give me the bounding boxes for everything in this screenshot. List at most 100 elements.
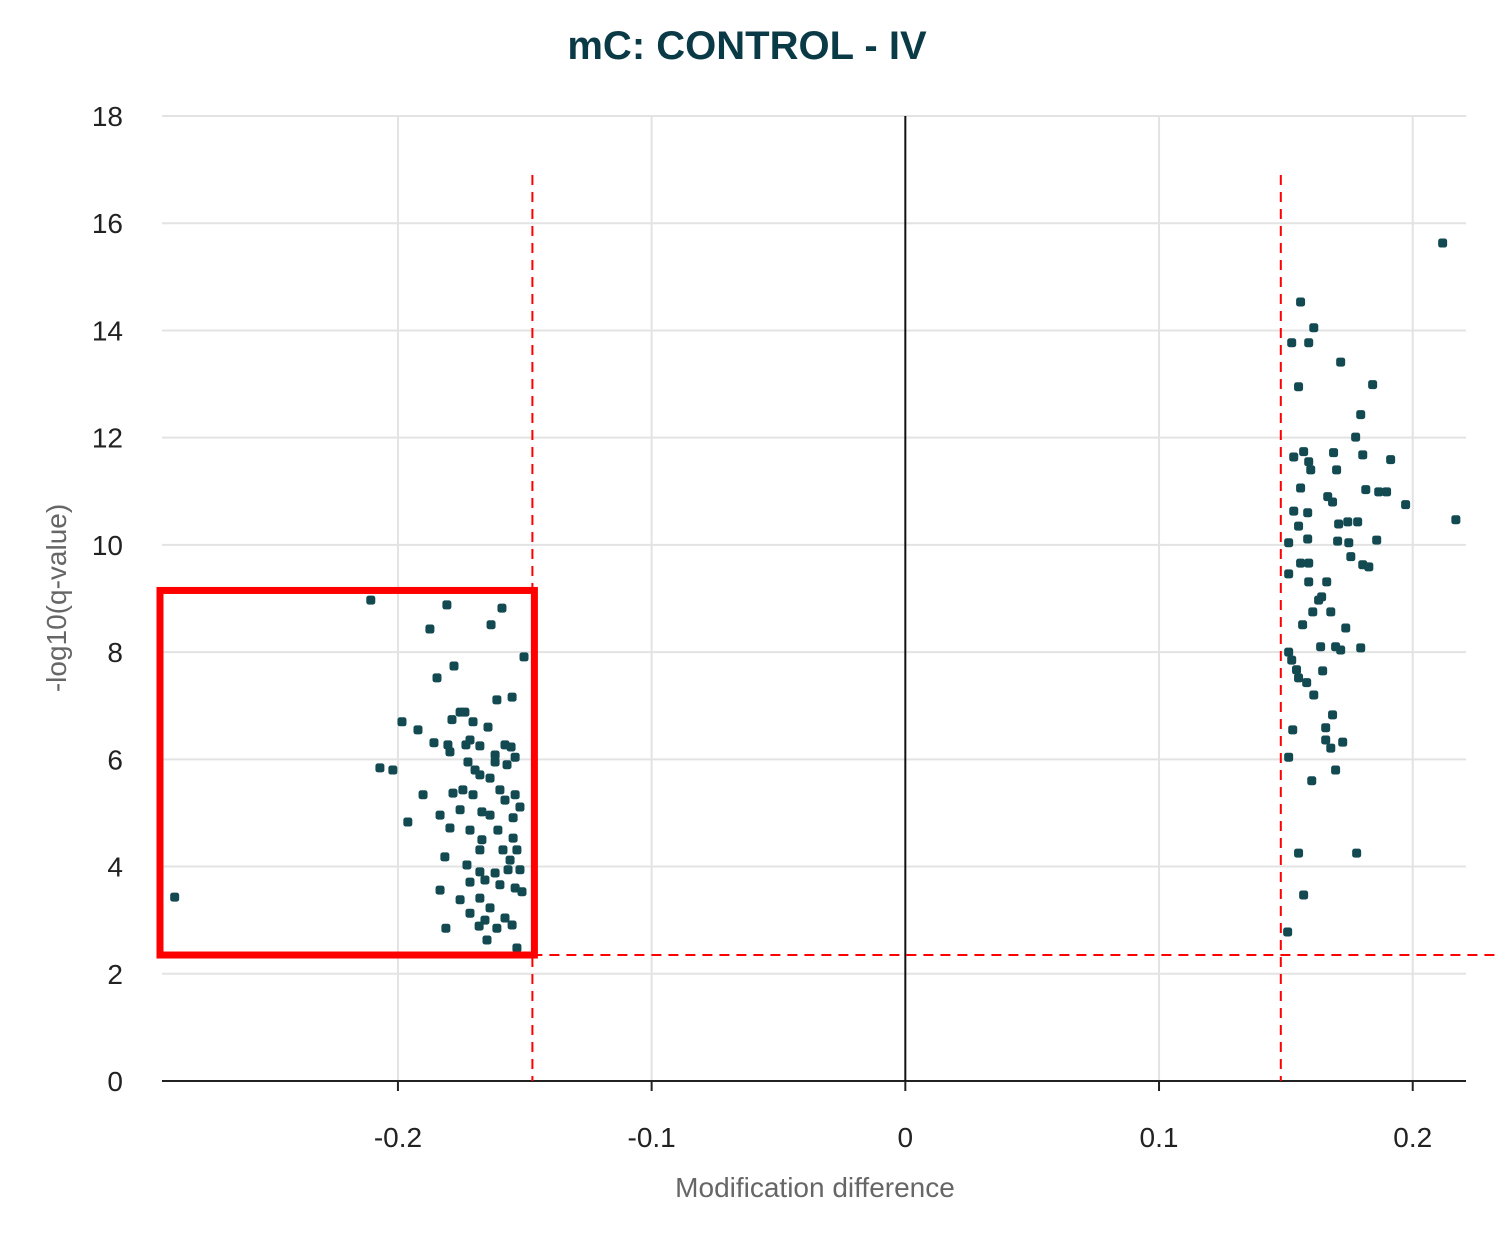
data-point xyxy=(492,695,502,705)
data-point xyxy=(448,788,458,798)
data-point xyxy=(366,595,376,605)
data-point xyxy=(418,790,428,800)
data-point xyxy=(1289,452,1299,462)
data-point xyxy=(388,765,398,775)
chart-title: mC: CONTROL - IV xyxy=(567,24,927,68)
x-tick-label: 0 xyxy=(898,1122,914,1153)
y-tick-label: 4 xyxy=(107,852,123,883)
x-tick-labels: -0.2 -0.1 0 0.1 0.2 xyxy=(374,1122,1432,1153)
data-point xyxy=(435,810,445,820)
data-point xyxy=(505,855,515,865)
data-point xyxy=(1332,465,1342,475)
data-point xyxy=(1296,483,1306,493)
data-point xyxy=(510,752,520,762)
data-point xyxy=(435,885,445,895)
data-point xyxy=(510,883,520,893)
data-point xyxy=(458,785,468,795)
data-point xyxy=(482,935,492,945)
data-point xyxy=(1302,678,1312,688)
data-point xyxy=(1294,521,1304,531)
data-point xyxy=(403,817,413,827)
data-point xyxy=(1296,558,1306,568)
data-point xyxy=(497,603,507,613)
data-point xyxy=(1287,338,1297,348)
data-point xyxy=(506,742,516,752)
data-point xyxy=(1304,338,1314,348)
data-point xyxy=(1321,723,1331,733)
data-point xyxy=(1328,710,1338,720)
x-tick-label: -0.1 xyxy=(628,1122,676,1153)
data-point xyxy=(1289,506,1299,516)
data-point xyxy=(1321,735,1331,745)
data-point xyxy=(1308,607,1318,617)
data-point xyxy=(512,845,522,855)
data-point xyxy=(1356,410,1366,420)
data-point xyxy=(432,673,442,683)
data-point xyxy=(445,747,455,757)
data-point xyxy=(490,868,500,878)
y-tick-label: 6 xyxy=(107,744,123,775)
data-point xyxy=(1309,690,1319,700)
data-point xyxy=(462,860,472,870)
data-point xyxy=(515,865,525,875)
data-point xyxy=(375,763,385,773)
data-point xyxy=(1346,552,1356,562)
data-point xyxy=(1334,519,1344,529)
data-point xyxy=(1351,432,1361,442)
data-point xyxy=(429,738,439,748)
axes xyxy=(162,116,1466,1091)
data-point xyxy=(515,802,525,812)
data-point xyxy=(1296,297,1306,307)
data-point xyxy=(507,920,517,930)
data-point xyxy=(498,845,508,855)
data-point xyxy=(440,852,450,862)
data-point xyxy=(1326,743,1336,753)
data-point xyxy=(455,895,465,905)
data-point xyxy=(510,790,520,800)
data-point xyxy=(1333,536,1343,546)
data-point xyxy=(477,835,487,845)
y-tick-label: 18 xyxy=(92,101,123,132)
data-point xyxy=(1304,577,1314,587)
data-point xyxy=(1298,620,1308,630)
data-point xyxy=(475,893,485,903)
data-point xyxy=(1294,382,1304,392)
data-point xyxy=(1401,500,1411,510)
data-point xyxy=(475,770,485,780)
data-point xyxy=(508,813,518,823)
data-point xyxy=(502,760,512,770)
data-point xyxy=(1287,655,1297,665)
highlight-box xyxy=(156,586,538,959)
data-point xyxy=(512,943,522,953)
data-point xyxy=(465,825,475,835)
data-point xyxy=(507,692,517,702)
y-tick-label: 0 xyxy=(107,1066,123,1097)
data-point xyxy=(1299,447,1309,457)
threshold-lines xyxy=(531,174,1496,1081)
data-point xyxy=(475,867,485,877)
x-axis-label: Modification difference xyxy=(675,1172,955,1203)
x-tick-label: -0.2 xyxy=(374,1122,422,1153)
data-point xyxy=(1331,765,1341,775)
data-point xyxy=(492,923,502,933)
data-point xyxy=(500,795,510,805)
data-point xyxy=(1284,538,1294,548)
y-tick-label: 10 xyxy=(92,530,123,561)
data-point xyxy=(1288,725,1298,735)
data-point xyxy=(1307,776,1317,786)
highlight-box-group xyxy=(156,586,538,959)
data-point xyxy=(490,750,500,760)
data-point xyxy=(1329,448,1339,458)
data-point xyxy=(485,810,495,820)
data-point xyxy=(1374,487,1384,497)
data-point xyxy=(397,717,407,727)
x-tick-label: 0.1 xyxy=(1140,1122,1179,1153)
data-point xyxy=(1318,666,1328,676)
data-point xyxy=(468,790,478,800)
data-point xyxy=(1386,455,1396,465)
data-point xyxy=(495,880,505,890)
data-point xyxy=(1292,665,1302,675)
data-point xyxy=(461,740,471,750)
data-point xyxy=(1303,508,1313,518)
